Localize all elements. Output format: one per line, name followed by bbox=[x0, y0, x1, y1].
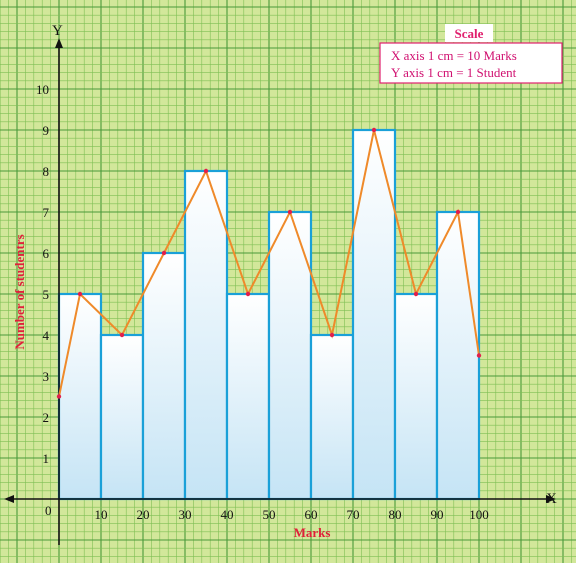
frequency-polygon-point bbox=[119, 332, 125, 338]
frequency-polygon-line bbox=[58, 129, 480, 397]
scale-y-line: Y axis 1 cm = 1 Student bbox=[391, 65, 517, 80]
x-axis-arrow-right bbox=[546, 495, 556, 503]
frequency-polygon-point bbox=[245, 291, 251, 297]
x-axis-title: Marks bbox=[294, 525, 331, 540]
x-axis-letter: X bbox=[546, 491, 557, 507]
x-tick-label: 50 bbox=[263, 507, 276, 522]
x-tick-label: 20 bbox=[137, 507, 150, 522]
y-axis-arrow bbox=[55, 38, 63, 48]
frequency-polygon bbox=[56, 127, 482, 399]
frequency-polygon-point bbox=[455, 209, 461, 215]
y-tick-label: 6 bbox=[43, 246, 50, 261]
y-tick-label: 10 bbox=[36, 82, 49, 97]
scale-title: Scale bbox=[455, 26, 484, 41]
frequency-polygon-point bbox=[287, 209, 293, 215]
x-axis-arrow-left bbox=[4, 495, 14, 503]
histogram-bar bbox=[309, 333, 355, 501]
frequency-polygon-point bbox=[77, 291, 83, 297]
frequency-polygon-point bbox=[371, 127, 377, 133]
histogram-bar bbox=[435, 210, 481, 501]
y-tick-label: 9 bbox=[43, 123, 50, 138]
x-tick-label: 40 bbox=[221, 507, 234, 522]
y-tick-label: 4 bbox=[43, 328, 50, 343]
histogram-bar bbox=[183, 169, 229, 501]
x-tick-label: 90 bbox=[431, 507, 444, 522]
y-tick-label: 5 bbox=[43, 287, 50, 302]
scale-box-border bbox=[379, 42, 563, 84]
histogram-bar bbox=[393, 292, 439, 501]
frequency-polygon-point bbox=[413, 291, 419, 297]
histogram-bar bbox=[99, 333, 145, 501]
y-tick-label: 3 bbox=[43, 369, 50, 384]
tick-labels: 10 20 30 40 50 60 70 80 90 100 1 2 3 4 5 6 7 8 9 10 bbox=[36, 82, 489, 522]
frequency-polygon-point bbox=[329, 332, 335, 338]
histogram-bar bbox=[141, 251, 187, 501]
histogram-bar bbox=[57, 292, 103, 501]
axes bbox=[4, 38, 556, 545]
y-tick-label: 8 bbox=[43, 164, 50, 179]
x-tick-label: 80 bbox=[389, 507, 402, 522]
frequency-polygon-point bbox=[476, 353, 482, 358]
x-tick-label: 70 bbox=[347, 507, 360, 522]
frequency-polygon-point bbox=[56, 394, 62, 399]
x-tick-label: 100 bbox=[469, 507, 489, 522]
scale-title-background bbox=[445, 24, 493, 42]
y-axis-title: Number of studentrs bbox=[12, 234, 27, 349]
frequency-polygon-point bbox=[161, 250, 167, 256]
x-tick-label: 30 bbox=[179, 507, 192, 522]
scale-box: Scale X axis 1 cm = 10 Marks Y axis 1 cm… bbox=[379, 24, 563, 84]
origin-label: 0 bbox=[45, 503, 52, 518]
scale-x-line: X axis 1 cm = 10 Marks bbox=[391, 48, 517, 63]
histogram-bar bbox=[225, 292, 271, 501]
y-tick-label: 7 bbox=[43, 205, 50, 220]
x-tick-label: 60 bbox=[305, 507, 318, 522]
y-tick-label: 1 bbox=[43, 451, 50, 466]
y-tick-label: 2 bbox=[43, 410, 50, 425]
frequency-polygon-point bbox=[203, 168, 209, 174]
y-axis-letter: Y bbox=[52, 23, 63, 39]
x-tick-label: 10 bbox=[95, 507, 108, 522]
